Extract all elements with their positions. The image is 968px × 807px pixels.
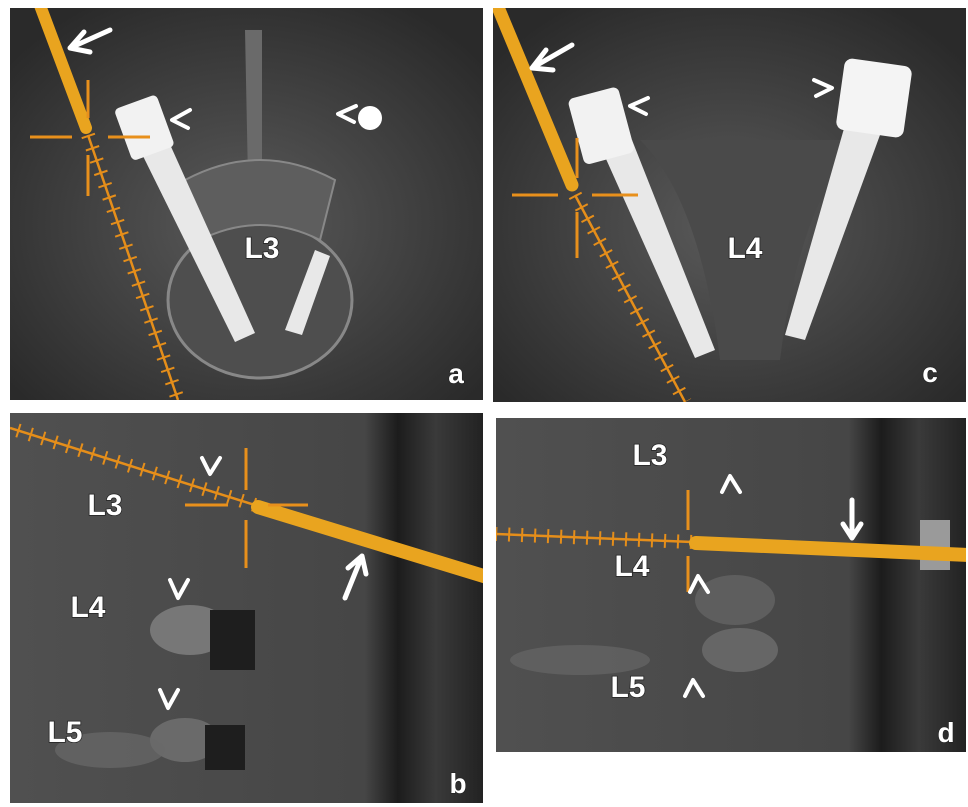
page: {"panels":[ {"letter":"a","labels":["L3"… — [0, 0, 968, 807]
rect — [205, 725, 245, 770]
panel-b: L3 L4 L5 b — [10, 413, 490, 803]
vertebra-label: L3 — [244, 232, 279, 265]
panel-letter: d — [937, 717, 954, 748]
vertebra-label: L5 — [47, 716, 82, 749]
path — [245, 30, 262, 180]
vertebra-label: L4 — [70, 591, 105, 624]
rect — [210, 610, 255, 670]
vertebra-label: L5 — [610, 671, 645, 704]
panel-c: L4 c — [493, 0, 966, 402]
rect — [920, 520, 950, 570]
circle — [358, 106, 382, 130]
panel-d: L3 L4 L5 d — [496, 418, 968, 752]
panel-letter: c — [922, 357, 938, 388]
panel-letter: a — [448, 358, 464, 389]
figure: L3 a L4 c L3 L4 L5 b L3 L4 L5 d — [0, 0, 968, 807]
panel-letter: b — [449, 768, 466, 799]
panel-a: L3 a — [10, 0, 483, 400]
ellipse — [695, 575, 775, 625]
rect — [835, 58, 912, 139]
vertebra-label: L3 — [632, 439, 667, 472]
vertebra-label: L4 — [614, 550, 649, 583]
ellipse — [702, 628, 778, 672]
vertebra-label: L3 — [87, 489, 122, 522]
vertebra-label: L4 — [727, 232, 762, 265]
